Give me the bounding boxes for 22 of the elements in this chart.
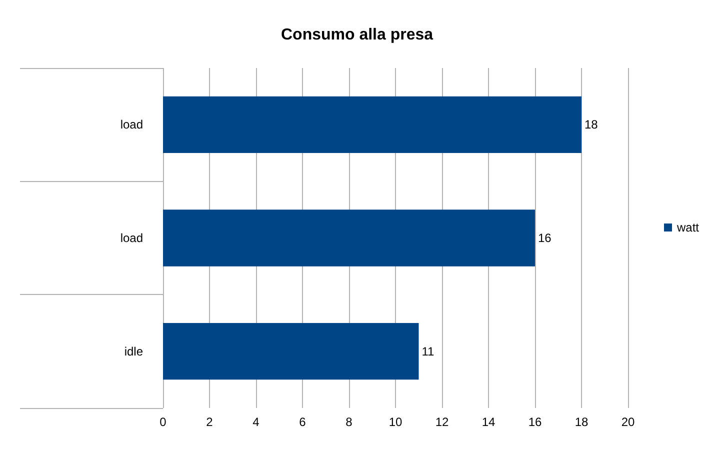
bar xyxy=(163,210,535,266)
x-tick-label: 10 xyxy=(388,415,402,429)
y-tick-label: load xyxy=(120,118,143,132)
x-tick-label: 16 xyxy=(528,415,542,429)
bar xyxy=(163,96,582,153)
legend-label: watt xyxy=(676,220,700,234)
data-label: 18 xyxy=(584,118,598,132)
x-tick-label: 12 xyxy=(435,415,449,429)
data-label: 11 xyxy=(422,344,435,358)
x-tick-label: 18 xyxy=(574,415,588,429)
y-tick-label: idle xyxy=(124,344,144,358)
y-tick-label: load xyxy=(120,231,143,245)
data-label: 16 xyxy=(538,231,552,245)
chart-title: Consumo alla presa xyxy=(280,26,434,44)
x-tick-label: 20 xyxy=(621,415,635,429)
x-tick-label: 2 xyxy=(206,415,214,429)
x-tick-label: 14 xyxy=(482,415,496,429)
x-tick-label: 0 xyxy=(160,415,167,429)
x-tick-label: 4 xyxy=(252,415,260,429)
bar xyxy=(163,323,419,380)
x-tick-label: 8 xyxy=(346,415,353,429)
x-tick-label: 6 xyxy=(299,415,306,429)
